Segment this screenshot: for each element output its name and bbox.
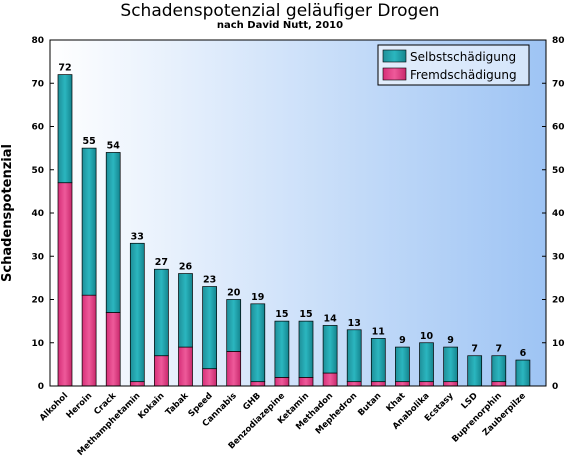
bar-selbstschaedigung [419, 342, 434, 383]
y-tick-label-right: 10 [552, 339, 565, 349]
category-label: Zauberpilze [481, 391, 528, 438]
bar-fremdschaedigung [346, 381, 362, 387]
plot-background [50, 40, 546, 386]
category-label: Butan [356, 391, 383, 418]
bar-fremdschaedigung [419, 381, 434, 387]
y-tick-label: 40 [31, 209, 44, 219]
bar-selbstschaedigung [274, 320, 290, 378]
legend: Selbstschädigung Fremdschädigung [377, 44, 530, 86]
bar-selbstschaedigung [154, 268, 169, 357]
category-labels: AlkoholHeroinCrackMethamphetaminKokainTa… [38, 391, 528, 458]
bar-fremdschaedigung [202, 368, 217, 387]
data-labels: 72 55 54 33 27 26 23 20 19 15 15 14 13 11 9 10 9 7 7 6 [58, 63, 526, 359]
data-label-total: 11 [372, 326, 385, 337]
y-tick-label-right: 0 [552, 382, 558, 392]
bar-selbstschaedigung [346, 329, 362, 383]
data-label-total: 26 [179, 262, 193, 273]
y-tick-label: 20 [31, 296, 44, 306]
data-label-total: 9 [399, 335, 406, 346]
y-tick-label-right: 80 [552, 36, 565, 46]
category-label: Alkohol [38, 391, 70, 423]
bar-fremdschaedigung [443, 381, 458, 387]
data-label-total: 9 [447, 335, 454, 346]
category-label: LSD [460, 391, 480, 411]
bar-selbstschaedigung [250, 303, 266, 383]
legend-label-fremd: Fremdschädigung [410, 68, 517, 82]
y-tick-label: 0 [38, 382, 44, 392]
data-label-total: 27 [155, 257, 168, 268]
bar-fremdschaedigung [395, 381, 410, 387]
chart-subtitle: nach David Nutt, 2010 [217, 20, 343, 31]
data-label-total: 15 [275, 309, 288, 320]
y-tick-label-right: 70 [552, 79, 565, 89]
chart-title: Schadenspotenzial geläufiger Drogen [120, 1, 439, 21]
y-tick-label: 50 [31, 166, 44, 176]
category-label: Heroin [65, 391, 95, 421]
bar-fremdschaedigung [178, 346, 193, 387]
y-tick-label: 60 [31, 123, 44, 133]
y-tick-label: 10 [31, 339, 44, 349]
bars [57, 74, 531, 387]
y-tick-label-right: 30 [552, 252, 565, 262]
bar-selbstschaedigung [178, 273, 193, 348]
y-tick-label: 70 [31, 79, 44, 89]
data-label-total: 54 [107, 140, 121, 151]
bar-fremdschaedigung [298, 377, 314, 387]
bar-fremdschaedigung [129, 381, 145, 387]
category-label: GHB [241, 391, 263, 413]
y-tick-label-right: 50 [552, 166, 565, 176]
bar-selbstschaedigung [515, 359, 531, 387]
bar-selbstschaedigung [467, 355, 483, 387]
bar-fremdschaedigung [370, 381, 386, 387]
legend-label-selbst: Selbstschädigung [410, 50, 516, 64]
bar-fremdschaedigung [57, 182, 73, 387]
data-label-total: 23 [203, 275, 216, 286]
category-label: Tabak [164, 391, 191, 418]
y-tick-label: 80 [31, 36, 44, 46]
bar-selbstschaedigung [443, 346, 458, 383]
legend-swatch-fremd [382, 67, 407, 81]
bar-fremdschaedigung [491, 381, 507, 387]
data-label-total: 7 [495, 344, 502, 355]
y-tick-label-right: 40 [552, 209, 565, 219]
bar-selbstschaedigung [370, 338, 386, 383]
bar-selbstschaedigung [491, 355, 507, 383]
y-tick-label: 30 [31, 252, 44, 262]
data-label-total: 72 [58, 63, 71, 74]
data-label-total: 20 [227, 288, 241, 299]
bar-selbstschaedigung [129, 242, 145, 383]
data-label-total: 14 [323, 313, 337, 324]
data-label-total: 13 [348, 318, 361, 329]
bar-selbstschaedigung [226, 299, 242, 352]
bar-selbstschaedigung [105, 152, 121, 313]
plot-frame [49, 39, 547, 387]
data-label-total: 55 [82, 136, 95, 147]
category-label: Kokain [136, 391, 166, 421]
bar-fremdschaedigung [105, 312, 121, 387]
bar-selbstschaedigung [81, 147, 97, 296]
data-label-total: 15 [299, 309, 312, 320]
data-label-total: 19 [251, 292, 264, 303]
bar-fremdschaedigung [322, 372, 338, 387]
data-label-total: 7 [471, 344, 478, 355]
data-label-total: 33 [131, 231, 144, 242]
y-axis-label: Schadenspotenzial [0, 144, 15, 282]
bar-selbstschaedigung [57, 74, 73, 184]
bar-fremdschaedigung [154, 355, 169, 387]
bar-fremdschaedigung [226, 351, 242, 387]
bar-fremdschaedigung [250, 381, 266, 387]
bar-fremdschaedigung [274, 377, 290, 387]
bar-selbstschaedigung [322, 325, 338, 374]
data-label-total: 10 [420, 331, 434, 342]
bar-selbstschaedigung [395, 346, 410, 383]
bar-selbstschaedigung [298, 320, 314, 378]
y-tick-label-right: 60 [552, 123, 565, 133]
bar-selbstschaedigung [202, 286, 217, 370]
bar-fremdschaedigung [81, 294, 97, 387]
data-label-total: 6 [520, 348, 527, 359]
y-tick-label-right: 20 [552, 296, 565, 306]
legend-swatch-selbst [382, 49, 407, 63]
